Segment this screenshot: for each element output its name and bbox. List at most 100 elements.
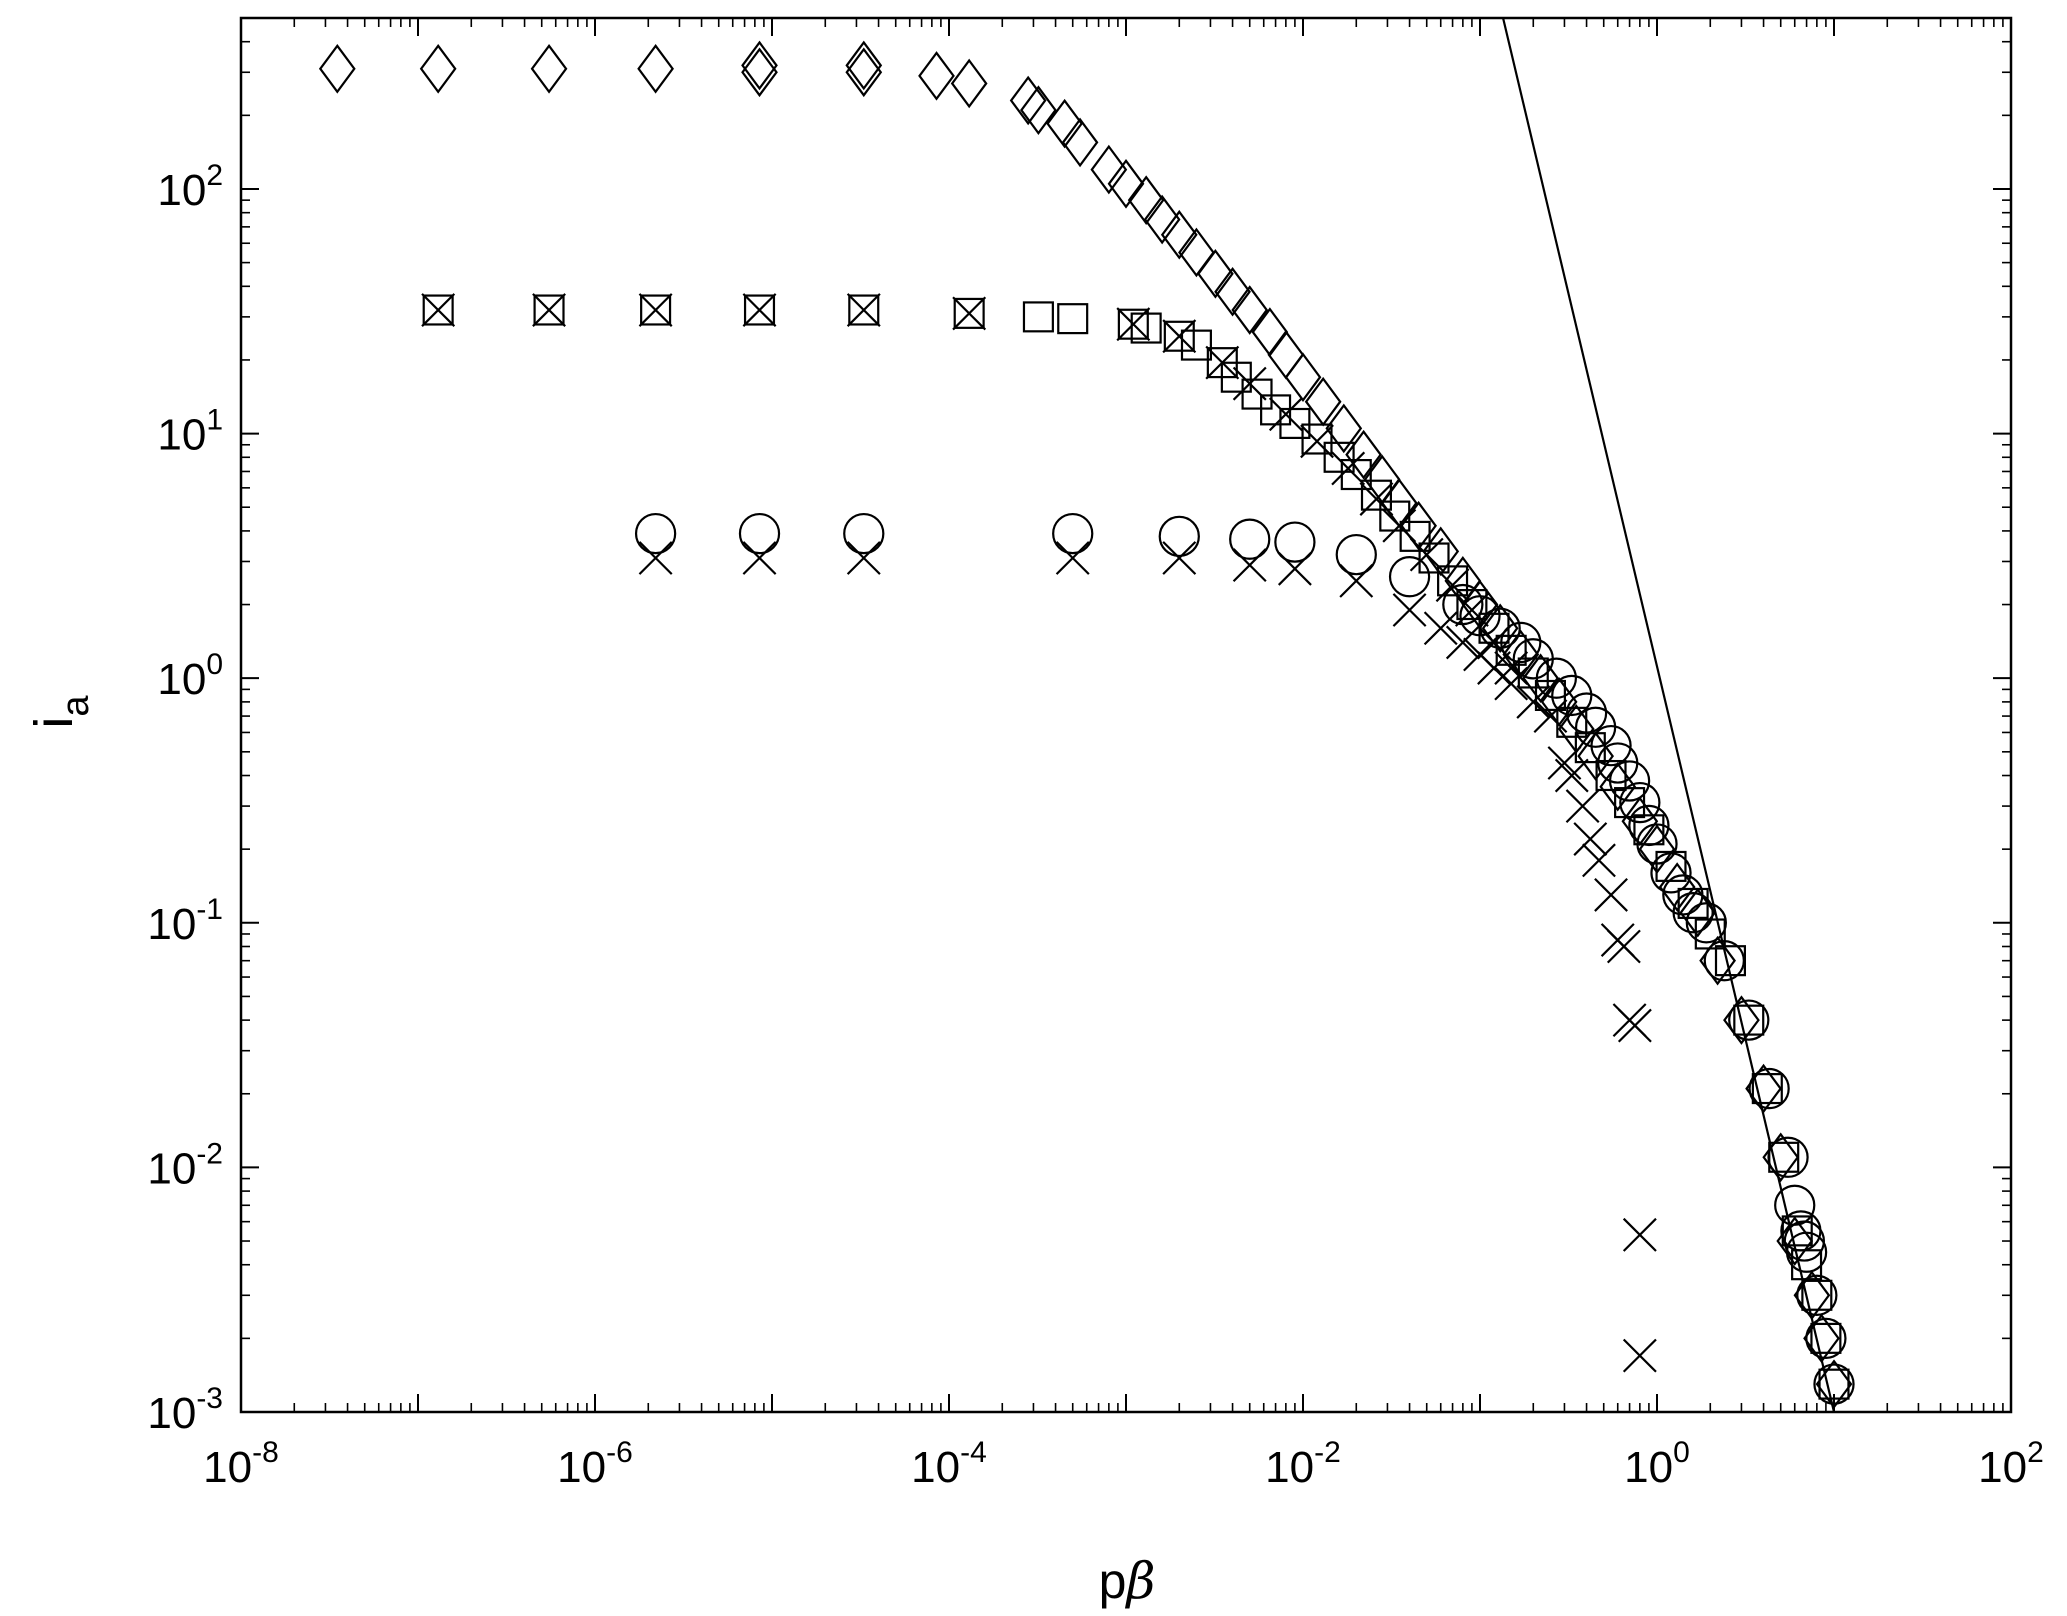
x-tick-label-base: 10 <box>557 1443 606 1492</box>
data-point-square <box>848 294 880 326</box>
data-point-diamond <box>950 58 988 109</box>
x-tick-label-exponent: 0 <box>1673 1436 1690 1469</box>
data-point-square <box>640 294 672 326</box>
data-point-cross <box>1494 651 1529 685</box>
data-point-diamond <box>1325 403 1363 454</box>
data-point-diamond <box>1793 1270 1831 1321</box>
data-point-circle <box>1767 1136 1809 1178</box>
data-point-square <box>1360 479 1393 511</box>
data-point-square <box>533 294 565 326</box>
data-point-diamond <box>1127 175 1165 225</box>
x-axis-label: pβ <box>1099 1552 1156 1610</box>
x-tick-label-exponent: -2 <box>1314 1436 1341 1469</box>
x-tick-label-base: 10 <box>1265 1443 1314 1492</box>
data-point-diamond <box>1679 887 1717 938</box>
data-point-square <box>953 297 985 329</box>
data-point-cross <box>1606 929 1641 964</box>
data-point-cross <box>1573 822 1608 856</box>
data-point-diamond <box>1803 1313 1840 1364</box>
data-point-square <box>1614 787 1646 819</box>
data-point-circle <box>843 512 885 555</box>
data-point-circle <box>634 512 677 555</box>
data-point-cross <box>1055 541 1090 575</box>
y-tick-label-exponent: -1 <box>196 893 223 926</box>
x-tick-label: 10-8 <box>203 1436 279 1492</box>
x-tick-label: 102 <box>1978 1436 2044 1492</box>
data-point-cross <box>1533 699 1568 734</box>
data-point-diamond <box>1178 227 1215 278</box>
data-point-square <box>1781 1215 1813 1247</box>
data-point-cross <box>1382 508 1417 543</box>
data-point-cross <box>638 541 673 575</box>
y-tick-label: 10-3 <box>147 1382 223 1438</box>
y-tick-label: 102 <box>157 159 223 215</box>
data-point-square <box>1022 301 1054 333</box>
y-tick-label-exponent: 1 <box>206 404 223 437</box>
x-tick-label-base: 10 <box>1624 1443 1673 1492</box>
data-point-cross <box>1116 307 1151 342</box>
data-point-circle <box>1619 781 1661 824</box>
y-axis-label-main: i <box>24 717 84 729</box>
data-point-diamond <box>1160 209 1198 260</box>
y-tick-label-base: 10 <box>157 166 206 215</box>
axis-ticks <box>240 17 2012 1413</box>
x-tick-label: 10-4 <box>911 1436 987 1492</box>
data-point-square <box>1437 565 1469 597</box>
x-axis-label-symbol: β <box>1124 1552 1155 1610</box>
data-point-square <box>1130 312 1162 344</box>
data-point-square <box>1220 361 1252 393</box>
data-point-cross <box>1516 684 1551 719</box>
data-point-diamond <box>1214 266 1251 317</box>
y-tick-label-exponent: 0 <box>206 648 223 681</box>
data-point-diamond <box>741 47 778 98</box>
y-axis-label-sub: a <box>55 695 97 717</box>
data-point-circle <box>1748 1067 1790 1110</box>
x-tick-label: 100 <box>1624 1436 1690 1492</box>
data-point-circle <box>1636 823 1678 865</box>
data-point-cross <box>1423 611 1458 646</box>
data-point-cross <box>1359 482 1394 516</box>
series-diamond <box>318 40 1853 1409</box>
data-point-cross <box>742 541 777 575</box>
data-point-circle <box>1805 1317 1847 1360</box>
data-point-circle <box>1500 621 1542 664</box>
x-tick-label: 10-6 <box>557 1436 633 1492</box>
data-point-square <box>1495 634 1527 666</box>
data-point-square <box>1751 1073 1783 1105</box>
data-point-circle <box>738 512 781 555</box>
data-point-circle <box>1785 1231 1828 1273</box>
data-point-square <box>1801 1279 1833 1311</box>
data-point-cross <box>1232 548 1267 583</box>
data-point-cross <box>1582 843 1616 878</box>
data-point-diamond <box>1522 653 1559 703</box>
data-point-diamond <box>1107 158 1145 209</box>
plot-content <box>318 18 1855 1412</box>
data-point-circle <box>1274 521 1316 563</box>
data-point-square <box>1180 329 1212 361</box>
data-point-diamond <box>637 43 674 94</box>
data-point-circle <box>1229 518 1271 560</box>
data-point-cross <box>1622 1217 1657 1252</box>
data-point-square <box>1241 378 1273 410</box>
data-point-circle <box>1388 556 1431 598</box>
data-point-square <box>743 294 776 326</box>
tick-labels: 10-8 10-6 10-4 10-2 100 10210-310-210-1100101… <box>147 159 2043 1492</box>
data-point-square <box>1117 308 1149 340</box>
data-point-cross <box>1565 789 1600 824</box>
data-point-cross <box>846 541 881 575</box>
y-axis-label: ia <box>24 695 97 729</box>
data-point-diamond <box>530 43 568 94</box>
data-point-diamond <box>1143 194 1181 245</box>
x-tick-label-exponent: -4 <box>960 1436 987 1469</box>
data-point-square <box>1279 407 1311 440</box>
data-point-circle <box>1685 902 1727 944</box>
data-point-circle <box>1551 674 1593 717</box>
y-tick-label-exponent: -2 <box>196 1137 223 1170</box>
data-point-circle <box>1703 940 1745 982</box>
data-point-diamond <box>1481 603 1519 654</box>
data-point-diamond <box>1061 117 1099 168</box>
data-point-diamond <box>1231 285 1269 335</box>
data-point-cross <box>1232 366 1267 401</box>
data-point-cross <box>1162 319 1197 354</box>
y-tick-label: 10-1 <box>147 893 223 949</box>
